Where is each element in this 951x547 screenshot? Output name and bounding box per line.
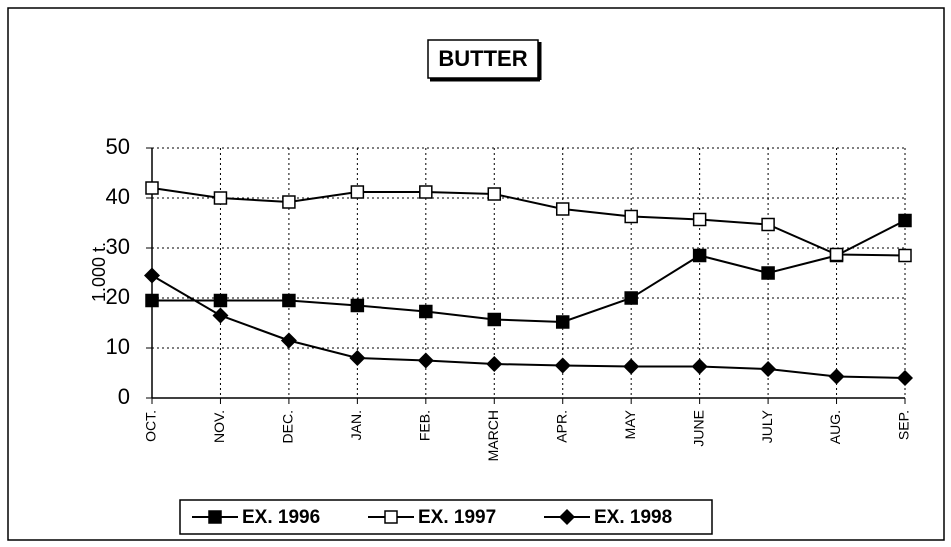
marker-square [282, 195, 296, 209]
marker-square [213, 293, 228, 308]
x-tick-label: MARCH [485, 410, 501, 461]
marker-square [692, 248, 707, 263]
marker-square [350, 298, 365, 313]
marker-diamond [691, 358, 708, 375]
x-tick-label: NOV. [211, 410, 227, 443]
x-tick-label: JAN. [348, 410, 364, 440]
x-tick-label: SEP. [896, 410, 912, 440]
marker-square [898, 213, 912, 228]
y-tick-label: 40 [106, 184, 130, 209]
marker-square [350, 185, 365, 199]
marker-diamond [349, 350, 366, 366]
marker-diamond [760, 361, 777, 377]
marker-square [487, 187, 502, 201]
legend-label: EX. 1997 [418, 507, 496, 528]
series-line [151, 274, 906, 379]
marker-square [487, 312, 502, 327]
marker-diamond [144, 267, 160, 284]
series-line [151, 187, 906, 257]
marker-square [282, 293, 296, 308]
title-box [427, 39, 539, 79]
marker-square [555, 202, 570, 216]
marker-diamond [828, 368, 845, 385]
y-tick-label: 20 [106, 284, 130, 309]
marker-diamond [212, 307, 229, 324]
x-tick-label: OCT. [143, 410, 159, 442]
y-tick-label: 0 [118, 384, 130, 409]
y-tick-label: 50 [106, 134, 130, 159]
marker-square [829, 247, 844, 262]
marker-square [213, 191, 228, 205]
marker-square [761, 217, 775, 232]
chart-border [7, 7, 945, 541]
x-tick-label: FEB. [417, 410, 433, 441]
x-tick-label: JULY [759, 409, 775, 443]
marker-square [419, 304, 433, 319]
marker-square [555, 315, 570, 329]
x-tick-label: MAY [622, 409, 638, 439]
marker-square [761, 266, 775, 280]
series-line [152, 219, 906, 324]
marker-square [208, 510, 222, 524]
x-tick-label: AUG. [827, 410, 843, 444]
marker-square [624, 291, 638, 305]
legend-box [179, 499, 713, 535]
x-tick-label: APR. [553, 410, 569, 443]
chart-title: BUTTER [438, 46, 527, 71]
marker-square [692, 212, 707, 227]
legend-label: EX. 1996 [242, 507, 320, 528]
x-tick-label: JUNE [690, 410, 706, 447]
y-tick-label: 30 [106, 234, 130, 259]
marker-square [419, 185, 433, 199]
marker-square [145, 181, 159, 195]
marker-diamond [280, 332, 297, 349]
legend-label: EX. 1998 [594, 507, 672, 528]
y-tick-label: 10 [106, 334, 130, 359]
marker-square [898, 248, 912, 263]
marker-diamond [554, 357, 571, 374]
marker-diamond [486, 356, 503, 372]
marker-diamond [559, 509, 575, 525]
marker-square [145, 293, 159, 308]
marker-square [624, 209, 638, 224]
marker-diamond [897, 370, 913, 386]
marker-square [384, 510, 398, 524]
marker-diamond [417, 352, 434, 369]
marker-diamond [623, 358, 640, 375]
y-axis-label: 1.000 t. [89, 242, 109, 302]
x-tick-label: DEC. [280, 410, 296, 443]
